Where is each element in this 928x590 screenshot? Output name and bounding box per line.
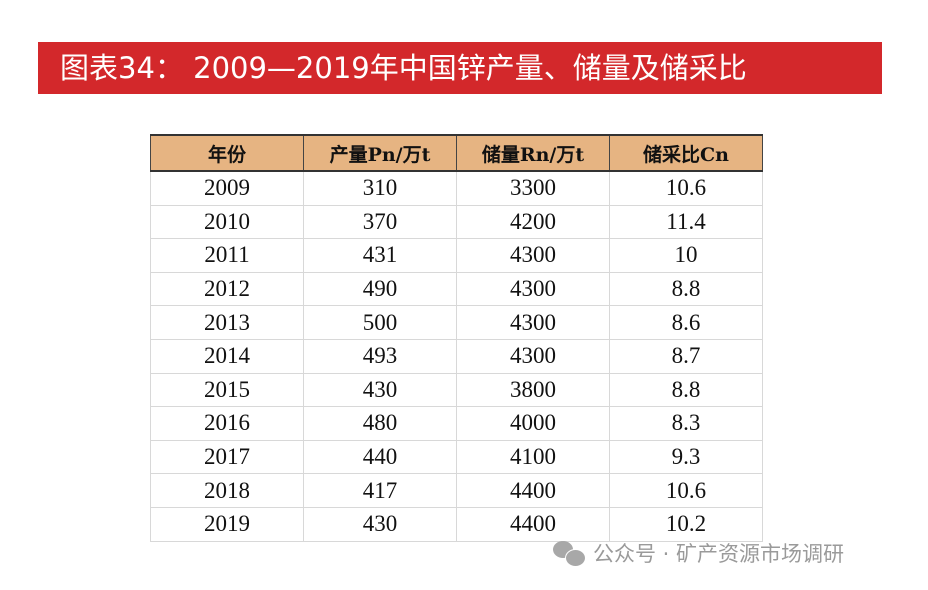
table-cell: 430 xyxy=(303,372,457,408)
table-cell: 11.4 xyxy=(609,204,763,240)
column-header: 产量Pn/万t xyxy=(303,134,457,172)
table-cell: 4300 xyxy=(456,271,610,307)
table-cell: 3300 xyxy=(456,170,610,206)
table-cell: 4000 xyxy=(456,406,610,441)
table-cell: 440 xyxy=(303,439,457,475)
table-cell: 480 xyxy=(303,406,457,441)
table-cell: 4400 xyxy=(456,506,610,542)
table-cell: 3800 xyxy=(456,372,610,408)
table-row: 2011 431 4300 10 xyxy=(150,238,763,273)
table-cell: 2011 xyxy=(150,238,304,273)
table-cell: 431 xyxy=(303,238,457,273)
table-cell: 8.6 xyxy=(609,305,763,340)
table-row: 2010 370 4200 11.4 xyxy=(150,204,763,240)
table-row: 2014 493 4300 8.7 xyxy=(150,338,763,374)
table-cell: 2015 xyxy=(150,372,304,408)
table-cell: 10 xyxy=(609,238,763,273)
table-row: 2013 500 4300 8.6 xyxy=(150,305,763,340)
table-row: 2019 430 4400 10.2 xyxy=(150,506,763,542)
table-cell: 2017 xyxy=(150,439,304,475)
column-header: 年份 xyxy=(150,134,304,172)
table-cell: 2019 xyxy=(150,506,304,542)
table-cell: 4200 xyxy=(456,204,610,240)
watermark: 公众号 · 矿产资源市场调研 xyxy=(553,538,844,568)
table-cell: 9.3 xyxy=(609,439,763,475)
table-row: 2017 440 4100 9.3 xyxy=(150,439,763,475)
wechat-icon xyxy=(553,541,586,567)
table-cell: 493 xyxy=(303,338,457,374)
table-row: 2015 430 3800 8.8 xyxy=(150,372,763,408)
table-cell: 490 xyxy=(303,271,457,307)
table-cell: 8.8 xyxy=(609,372,763,408)
table-header-row: 年份 产量Pn/万t 储量Rn/万t 储采比Cn xyxy=(150,134,763,172)
table-cell: 370 xyxy=(303,204,457,240)
table-cell: 500 xyxy=(303,305,457,340)
table-cell: 4100 xyxy=(456,439,610,475)
table-row: 2016 480 4000 8.3 xyxy=(150,406,763,441)
table-cell: 2014 xyxy=(150,338,304,374)
table-cell: 4300 xyxy=(456,338,610,374)
table-cell: 417 xyxy=(303,473,457,508)
table-row: 2012 490 4300 8.8 xyxy=(150,271,763,307)
table-cell: 2010 xyxy=(150,204,304,240)
table-cell: 2013 xyxy=(150,305,304,340)
table-cell: 2009 xyxy=(150,170,304,206)
column-header: 储采比Cn xyxy=(609,134,763,172)
figure-title: 图表34： 2009—2019年中国锌产量、储量及储采比 xyxy=(38,42,882,94)
table-cell: 2018 xyxy=(150,473,304,508)
table-cell: 8.8 xyxy=(609,271,763,307)
table-cell: 310 xyxy=(303,170,457,206)
table-cell: 10.6 xyxy=(609,473,763,508)
table-cell: 8.3 xyxy=(609,406,763,441)
table-cell: 430 xyxy=(303,506,457,542)
table-cell: 8.7 xyxy=(609,338,763,374)
table-row: 2018 417 4400 10.6 xyxy=(150,473,763,508)
zinc-data-table: 年份 产量Pn/万t 储量Rn/万t 储采比Cn 2009 310 3300 10.6 201… xyxy=(150,134,763,542)
table-cell: 4300 xyxy=(456,305,610,340)
table-cell: 4300 xyxy=(456,238,610,273)
table-row: 2009 310 3300 10.6 xyxy=(150,170,763,206)
table-cell: 4400 xyxy=(456,473,610,508)
table-cell: 10.6 xyxy=(609,170,763,206)
table-cell: 2016 xyxy=(150,406,304,441)
watermark-text: 公众号 · 矿产资源市场调研 xyxy=(593,542,845,566)
table-cell: 10.2 xyxy=(609,506,763,542)
column-header: 储量Rn/万t xyxy=(456,134,610,172)
table-cell: 2012 xyxy=(150,271,304,307)
